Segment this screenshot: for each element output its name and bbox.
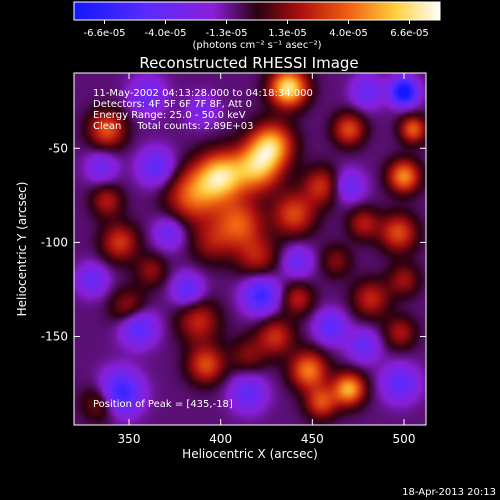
colorbar-tick-label: -4.0e-05	[145, 28, 187, 39]
annotation-clean-counts: Clean Total counts: 2.89E+03	[93, 121, 253, 132]
heatmap-image	[74, 73, 426, 425]
y-axis-label: Heliocentric Y (arcsec)	[15, 182, 29, 317]
x-axis-label: Heliocentric X (arcsec)	[182, 447, 318, 461]
colorbar	[74, 2, 440, 20]
y-axis-ticks: -50 -100 -150	[41, 141, 426, 344]
x-axis-ticks: 350 400 450 500	[118, 73, 416, 446]
colorbar-ticks: -6.6e-05 -4.0e-05 -1.3e-05 1.3e-05 4.0e-05 6.…	[84, 20, 429, 39]
colorbar-border	[73, 1, 441, 21]
chart-title: Reconstructed RHESSI Image	[139, 54, 358, 72]
x-tick-label: 350	[118, 432, 141, 446]
colorbar-tick-label: 4.0e-05	[329, 28, 367, 39]
colorbar-unit-label: (photons cm⁻² s⁻¹ asec⁻²)	[192, 40, 321, 51]
annotation-time-range: 11-May-2002 04:13:28.000 to 04:18:34.000	[93, 88, 313, 99]
y-tick-label: -50	[48, 141, 68, 155]
colorbar-tick-label: 6.6e-05	[390, 28, 428, 39]
annotation-detectors: Detectors: 4F 5F 6F 7F 8F, Att 0	[93, 99, 252, 110]
y-tick-label: -150	[41, 330, 68, 344]
x-tick-label: 400	[209, 432, 232, 446]
x-tick-label: 450	[301, 432, 324, 446]
colorbar-tick-label: -6.6e-05	[84, 28, 126, 39]
footer-timestamp: 18-Apr-2013 20:13	[402, 487, 496, 498]
annotation-peak-position: Position of Peak = [435,-18]	[93, 399, 233, 410]
colorbar-tick-label: 1.3e-05	[268, 28, 306, 39]
plot-frame	[73, 72, 427, 426]
x-tick-label: 500	[393, 432, 416, 446]
y-tick-label: -100	[41, 235, 68, 249]
annotation-energy-range: Energy Range: 25.0 - 50.0 keV	[93, 110, 246, 121]
colorbar-tick-label: -1.3e-05	[206, 28, 248, 39]
